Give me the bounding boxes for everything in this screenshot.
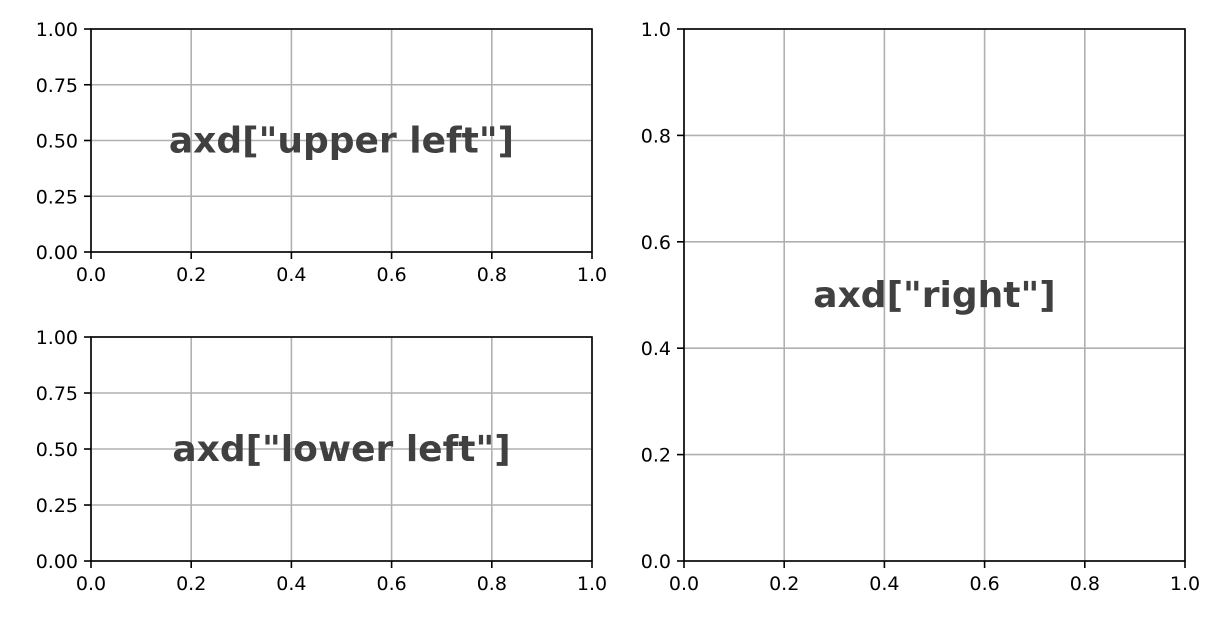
right-y-tick-label: 0.8: [641, 125, 671, 147]
lower-left-x-tick-label: 0.6: [376, 573, 406, 595]
upper-left-y-tick-label: 1.00: [36, 19, 78, 41]
lower-left-y-tick-label: 0.50: [36, 439, 78, 461]
upper-left-y-tick-label: 0.00: [36, 242, 78, 264]
upper-left-panel-label: axd["upper left"]: [169, 121, 514, 162]
upper-left-x-tick-label: 0.6: [376, 264, 406, 286]
upper-left-y-tick-label: 0.75: [36, 75, 78, 97]
upper-left-x-tick-label: 0.2: [176, 264, 206, 286]
right-x-tick-label: 0.6: [969, 573, 999, 595]
lower-left-y-tick-label: 0.25: [36, 495, 78, 517]
lower-left-x-tick-label: 0.4: [276, 573, 306, 595]
right-x-tick-label: 0.2: [769, 573, 799, 595]
upper-left-y-tick-label: 0.50: [36, 131, 78, 153]
lower-left-x-tick-label: 0.2: [176, 573, 206, 595]
right-y-tick-label: 0.0: [641, 551, 671, 573]
upper-left-x-tick-label: 1.0: [577, 264, 607, 286]
right-y-tick-label: 0.4: [641, 338, 671, 360]
right-x-tick-label: 0.8: [1070, 573, 1100, 595]
upper-left-x-tick-label: 0.4: [276, 264, 306, 286]
lower-left-y-tick-label: 0.75: [36, 383, 78, 405]
right-x-tick-label: 0.0: [669, 573, 699, 595]
right-plot-area: [684, 29, 1185, 561]
upper-left-x-tick-label: 0.0: [76, 264, 106, 286]
panel-lower-left: 0.0 0.2 0.4 0.6 0.8 1.0 0.00 0.25 0.50 0.75 1.00 ax…: [36, 327, 607, 595]
right-x-tick-label: 0.4: [869, 573, 899, 595]
upper-left-y-tick-label: 0.25: [36, 186, 78, 208]
lower-left-panel-label: axd["lower left"]: [172, 429, 510, 470]
panel-upper-left: 0.0 0.2 0.4 0.6 0.8 1.0 0.00 0.25 0.50 0.75 1.00 ax…: [36, 19, 607, 286]
lower-left-x-tick-label: 0.0: [76, 573, 106, 595]
right-y-tick-label: 0.2: [641, 445, 671, 467]
panel-right: 0.0 0.2 0.4 0.6 0.8 1.0 0.0 0.2 0.4 0.6 0.8 1.0 axd[…: [641, 19, 1200, 595]
right-y-tick-label: 0.6: [641, 232, 671, 254]
lower-left-y-tick-label: 1.00: [36, 327, 78, 349]
right-y-tick-label: 1.0: [641, 19, 671, 41]
right-axes-frame: [683, 28, 1186, 562]
upper-left-x-tick-label: 0.8: [477, 264, 507, 286]
lower-left-x-tick-label: 0.8: [477, 573, 507, 595]
right-panel-label: axd["right"]: [813, 275, 1055, 316]
lower-left-x-tick-label: 1.0: [577, 573, 607, 595]
right-x-tick-label: 1.0: [1170, 573, 1200, 595]
lower-left-y-tick-label: 0.00: [36, 551, 78, 573]
